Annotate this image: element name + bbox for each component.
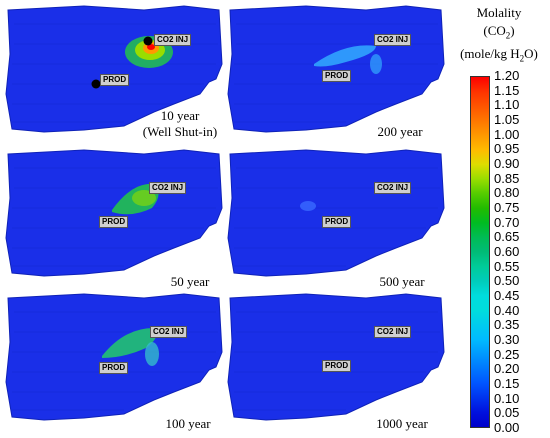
- legend-title-subscript: 2: [505, 30, 511, 41]
- colorbar-tick-label: 0.00: [494, 420, 520, 435]
- legend-title-subscript: 2: [519, 53, 525, 64]
- colorbar-tick-label: 1.20: [494, 68, 520, 83]
- reservoir-map: [5, 149, 223, 277]
- panel-10-year-caption: 10 year (Well Shut-in): [130, 108, 230, 140]
- co2-inj-label: CO2 INJ: [374, 182, 412, 194]
- colorbar-tick-label: 0.20: [494, 361, 520, 377]
- colorbar-tick-label: 1.10: [494, 97, 520, 113]
- colorbar-tick-label: 0.25: [494, 346, 520, 362]
- colorbar-tick-label: 0.85: [494, 170, 520, 186]
- legend-title-line: Molality: [476, 5, 522, 20]
- colorbar-tick-label: 0.55: [494, 258, 520, 274]
- panel-50-year: CO2 INJ PROD: [4, 148, 226, 288]
- legend-title-line: (CO2): [448, 22, 550, 45]
- prod-label: PROD: [99, 362, 129, 374]
- caption-line: 200 year: [377, 124, 423, 139]
- panel-1000-year-caption: 1000 year: [362, 416, 442, 432]
- colorbar-tick-label: 1.00: [494, 126, 520, 142]
- colorbar-tick-label: 0.35: [494, 317, 520, 333]
- colorbar-tick-label: 0.40: [494, 302, 520, 318]
- caption-line: 100 year: [165, 416, 211, 431]
- colorbar-tick-label: 0.80: [494, 185, 520, 201]
- legend-title-text: O): [524, 45, 538, 61]
- co2-inj-label: CO2 INJ: [150, 326, 188, 338]
- colorbar-tick-label: 0.95: [494, 141, 520, 157]
- prod-label: PROD: [100, 74, 130, 86]
- caption-line: (Well Shut-in): [142, 124, 218, 139]
- panel-100-year: CO2 INJ PROD: [4, 292, 226, 432]
- colorbar-tick-label: 0.90: [494, 156, 520, 171]
- caption-line: 50 year: [170, 274, 210, 289]
- colorbar-tick-label: 0.75: [494, 200, 520, 215]
- legend-title-text: (CO: [483, 23, 506, 38]
- panel-200-year: CO2 INJ PROD: [226, 4, 448, 144]
- colorbar-tick-label: 1.05: [494, 112, 520, 127]
- panel-50-year-caption: 50 year: [150, 274, 230, 290]
- injector-marker: [143, 36, 153, 46]
- prod-label: PROD: [322, 70, 352, 82]
- panel-100-year-caption: 100 year: [148, 416, 228, 432]
- panel-10-year: CO2 INJ PROD: [4, 4, 226, 144]
- colorbar: [470, 76, 490, 428]
- reservoir-map: [227, 149, 445, 277]
- co2-inj-label: CO2 INJ: [374, 326, 412, 338]
- colorbar-tick-label: 0.05: [494, 405, 520, 421]
- prod-label: PROD: [322, 216, 352, 228]
- co2-inj-label: CO2 INJ: [374, 34, 412, 46]
- colorbar-tick-label: 0.10: [494, 390, 520, 406]
- panel-200-year-caption: 200 year: [360, 124, 440, 140]
- colorbar-tick-label: 0.30: [494, 332, 520, 347]
- colorbar-tick-label: 0.70: [494, 214, 520, 230]
- legend-title-text: ): [510, 23, 515, 38]
- legend-title-line: (mole/kg H2O): [448, 45, 550, 68]
- colorbar-tick-label: 0.45: [494, 288, 520, 303]
- colorbar-tick-label: 0.60: [494, 244, 520, 259]
- colorbar-tick-label: 0.50: [494, 273, 520, 289]
- colorbar-tick-label: 0.15: [494, 376, 520, 391]
- prod-label: PROD: [322, 360, 352, 372]
- co2-inj-label: CO2 INJ: [154, 34, 192, 46]
- panel-500-year-caption: 500 year: [362, 274, 442, 290]
- producer-marker: [91, 79, 101, 89]
- caption-line: 500 year: [379, 274, 425, 289]
- co2-inj-label: CO2 INJ: [149, 182, 187, 194]
- panel-500-year: CO2 INJ PROD: [226, 148, 448, 288]
- prod-label: PROD: [99, 216, 129, 228]
- legend-title: Molality (CO2) (mole/kg H2O): [448, 4, 550, 67]
- legend-title-text: (mole/kg H: [460, 45, 520, 61]
- caption-line: 10 year: [160, 108, 200, 123]
- reservoir-map: [5, 293, 223, 421]
- panel-1000-year: CO2 INJ PROD: [226, 292, 448, 432]
- reservoir-map: [227, 293, 445, 421]
- caption-line: 1000 year: [376, 416, 428, 431]
- colorbar-tick-label: 0.65: [494, 229, 520, 245]
- colorbar-tick-label: 1.15: [494, 82, 520, 98]
